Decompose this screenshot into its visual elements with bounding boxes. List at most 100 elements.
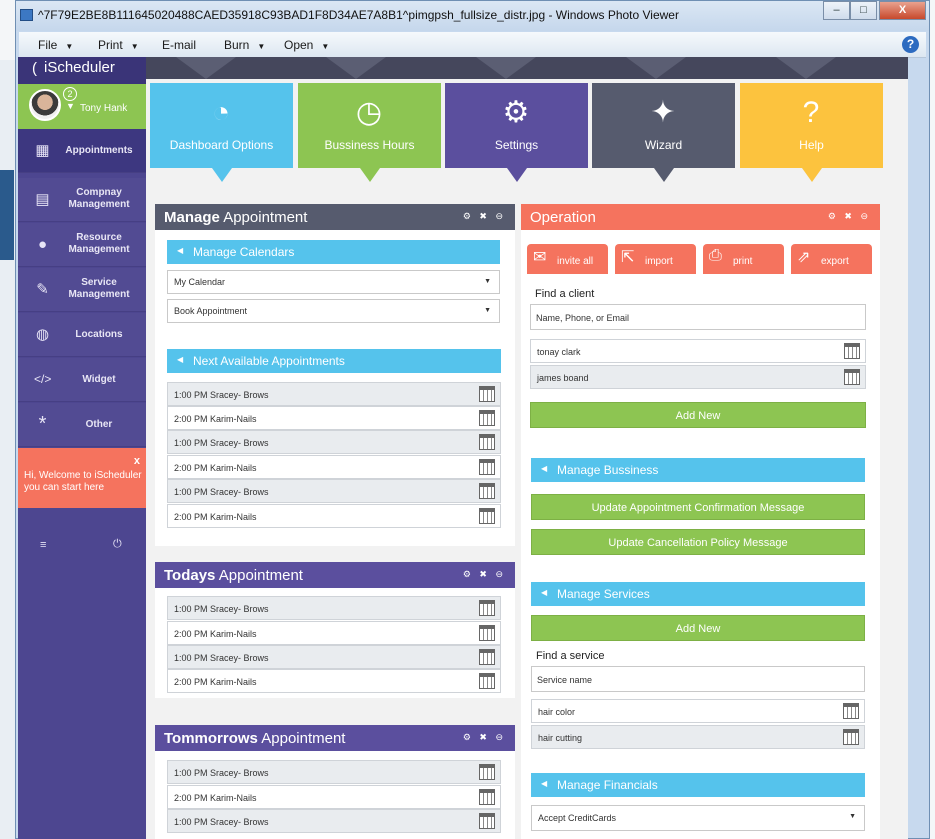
chevron-down-icon: ▼ [321, 42, 330, 51]
add-service-button[interactable]: Add New [531, 615, 865, 641]
avatar[interactable] [29, 89, 61, 121]
tile-bussiness-hours[interactable]: ◷ Bussiness Hours [298, 83, 441, 182]
calendar-icon[interactable] [844, 369, 860, 385]
sidebar-item-widget[interactable]: </> Widget [18, 358, 146, 402]
update-confirmation-button[interactable]: Update Appointment Confirmation Message [531, 494, 865, 520]
sidebar-item-appointments[interactable]: ▦ Appointments [18, 129, 146, 173]
manage-financials-bar[interactable]: ◀ Manage Financials [531, 773, 865, 797]
tile-settings[interactable]: ⚙ Settings [445, 83, 588, 182]
calendar-icon[interactable] [479, 764, 495, 780]
calendar-icon[interactable] [479, 386, 495, 402]
list-item[interactable]: 1:00 PM Sracey- Brows [167, 479, 501, 503]
menu-file[interactable]: File ▼ [38, 38, 73, 52]
appointment-text: 2:00 PM Karim-Nails [174, 793, 257, 803]
list-item[interactable]: 2:00 PM Karim-Nails [167, 669, 501, 693]
calendar-icon[interactable] [844, 343, 860, 359]
power-icon[interactable]: ⏻ [113, 538, 122, 550]
manage-services-bar[interactable]: ◀ Manage Services [531, 582, 865, 606]
import-button[interactable]: ⇱ import [615, 244, 696, 274]
button-label: import [645, 256, 673, 267]
menu-email[interactable]: E-mail [162, 38, 196, 52]
tile-wizard[interactable]: ✦ Wizard [592, 83, 735, 182]
printer-icon: ⎙ [709, 247, 722, 264]
calendar-icon[interactable] [479, 459, 495, 475]
calendar-icon[interactable] [843, 729, 859, 745]
list-item[interactable]: 1:00 PM Sracey- Brows [167, 596, 501, 620]
close-button[interactable]: X [879, 1, 926, 20]
panel-controls[interactable]: ⚙ ✖ ⊖ [827, 211, 871, 221]
notification-badge[interactable]: 2 [63, 87, 77, 101]
panel-controls[interactable]: ⚙ ✖ ⊖ [462, 211, 506, 221]
service-search-input[interactable]: Service name [531, 666, 865, 692]
manage-bussiness-bar[interactable]: ◀ Manage Bussiness [531, 458, 865, 482]
calendar-icon[interactable] [479, 673, 495, 689]
manage-calendars-bar[interactable]: ◀ Manage Calendars [167, 240, 500, 264]
list-item[interactable]: 2:00 PM Karim-Nails [167, 504, 501, 528]
list-item[interactable]: 2:00 PM Karim-Nails [167, 785, 501, 809]
sidebar-item-other[interactable]: * Other [18, 403, 146, 447]
list-item[interactable]: 1:00 PM Sracey- Brows [167, 760, 501, 784]
calendar-select[interactable]: My Calendar ▼ [167, 270, 500, 294]
close-icon[interactable]: x [133, 455, 140, 467]
update-cancellation-button[interactable]: Update Cancellation Policy Message [531, 529, 865, 555]
list-item[interactable]: 1:00 PM Sracey- Brows [167, 430, 501, 454]
chevron-down-icon[interactable]: ▼ [66, 101, 75, 111]
list-item[interactable]: 2:00 PM Karim-Nails [167, 406, 501, 430]
menu-open[interactable]: Open ▼ [284, 38, 329, 52]
service-item[interactable]: hair color [531, 699, 865, 723]
user-profile[interactable]: 2 ▼ Tony Hank [18, 84, 146, 129]
tile-help[interactable]: ? Help [740, 83, 883, 182]
menu-burn[interactable]: Burn ▼ [224, 38, 265, 52]
sidebar-item-resource-management[interactable]: ● Resource Management [18, 223, 146, 267]
list-item[interactable]: 1:00 PM Sracey- Brows [167, 382, 501, 406]
calendar-icon[interactable] [479, 600, 495, 616]
app-logo: iScheduler [44, 59, 115, 76]
sidebar-item-company-management[interactable]: ▤ Compnay Management [18, 178, 146, 222]
menu-icon[interactable]: ≡ [40, 539, 47, 551]
help-icon[interactable]: ? [902, 36, 919, 53]
maximize-button[interactable]: □ [850, 1, 877, 20]
client-item[interactable]: james boand [530, 365, 866, 389]
sidebar-item-service-management[interactable]: ✎ Service Management [18, 268, 146, 312]
list-item[interactable]: 2:00 PM Karim-Nails [167, 621, 501, 645]
export-button[interactable]: ⇗ export [791, 244, 872, 274]
list-item[interactable]: 1:00 PM Sracey- Brows [167, 645, 501, 669]
menu-print[interactable]: Print ▼ [98, 38, 139, 52]
welcome-banner[interactable]: x Hi, Welcome to iScheduler you can star… [18, 448, 146, 508]
menu-open-label: Open [284, 38, 314, 52]
service-item[interactable]: hair cutting [531, 725, 865, 749]
sidebar-footer: ≡ ⏻ [18, 537, 146, 557]
calendar-icon[interactable] [479, 434, 495, 450]
sidebar-item-locations[interactable]: ◍ Locations [18, 313, 146, 357]
calendar-icon[interactable] [479, 625, 495, 641]
tile-dashboard-options[interactable]: ◔ Dashboard Options [150, 83, 293, 182]
bar-label: Manage Services [557, 587, 650, 601]
calendar-icon[interactable] [479, 813, 495, 829]
financials-select[interactable]: Accept CreditCards ▼ [531, 805, 865, 831]
calendar-icon[interactable] [479, 649, 495, 665]
panel-controls[interactable]: ⚙ ✖ ⊖ [462, 732, 506, 742]
bar-label: Manage Calendars [193, 245, 295, 259]
client-search-input[interactable]: Name, Phone, or Email [530, 304, 866, 330]
booking-select[interactable]: Book Appointment ▼ [167, 299, 500, 323]
print-button[interactable]: ⎙ print [703, 244, 784, 274]
minimize-button[interactable]: – [823, 1, 850, 20]
calendar-icon[interactable] [843, 703, 859, 719]
list-item[interactable]: 1:00 PM Sracey- Brows [167, 809, 501, 833]
title-bar[interactable]: ^7F79E2BE8B111645020488CAED35918C93BAD1F… [16, 1, 929, 31]
tile-pointer [654, 168, 674, 182]
next-available-bar[interactable]: ◀ Next Available Appointments [167, 349, 501, 373]
title-rest: Appointment [223, 209, 308, 226]
list-item[interactable]: 2:00 PM Karim-Nails [167, 455, 501, 479]
add-client-button[interactable]: Add New [530, 402, 866, 428]
invite-all-button[interactable]: ✉ invite all [527, 244, 608, 274]
calendar-icon[interactable] [479, 483, 495, 499]
panel-controls[interactable]: ⚙ ✖ ⊖ [462, 569, 506, 579]
client-item[interactable]: tonay clark [530, 339, 866, 363]
calendar-icon[interactable] [479, 410, 495, 426]
export-icon: ⇗ [797, 249, 811, 266]
calendar-icon[interactable] [479, 508, 495, 524]
caret-left-icon: ◀ [177, 246, 184, 255]
envelope-icon: ✉ [533, 249, 547, 266]
calendar-icon[interactable] [479, 789, 495, 805]
